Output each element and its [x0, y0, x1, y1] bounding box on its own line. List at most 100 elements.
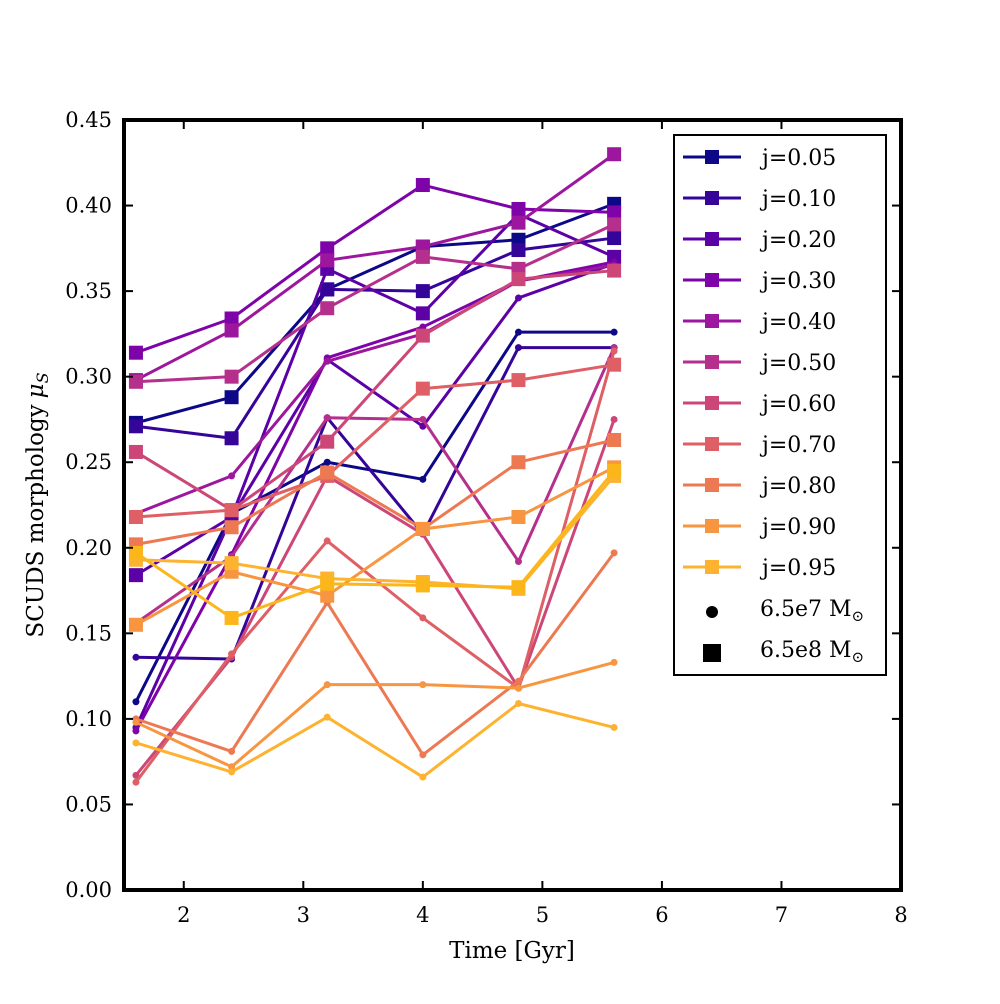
series-line-high-mass	[135, 202, 615, 425]
data-point-square	[511, 272, 526, 287]
data-point-circle	[514, 699, 522, 707]
data-point-square	[607, 147, 622, 162]
data-point-circle	[419, 751, 427, 759]
data-point-circle	[323, 357, 331, 365]
data-point-square	[607, 231, 622, 246]
series-line-low-mass	[134, 330, 615, 703]
data-point-square	[415, 578, 430, 593]
y-tick-label: 0.25	[65, 450, 112, 474]
data-point-circle	[132, 718, 140, 726]
data-point-square	[415, 521, 430, 536]
data-point-circle	[132, 653, 140, 661]
data-point-circle	[323, 681, 331, 689]
y-tick-label: 0.30	[65, 365, 112, 389]
data-point-circle	[610, 415, 618, 423]
series-layer	[128, 147, 622, 786]
data-point-circle	[610, 347, 618, 355]
legend-label: j=0.95	[759, 556, 836, 581]
legend-marker-square	[705, 560, 719, 574]
data-point-circle	[514, 677, 522, 685]
y-axis-label: SCUDS morphology μS	[23, 372, 52, 637]
series-line-high-mass	[135, 363, 615, 519]
data-point-circle	[514, 344, 522, 352]
data-point-square	[224, 520, 239, 535]
data-point-square	[320, 434, 335, 449]
data-point-square	[415, 249, 430, 264]
series-j=0.90	[128, 460, 622, 771]
data-point-square	[128, 444, 143, 459]
data-point-square	[128, 545, 143, 560]
series-line-high-mass	[135, 269, 615, 512]
legend-label: j=0.90	[759, 515, 836, 540]
data-point-square	[511, 455, 526, 470]
data-point-circle	[323, 713, 331, 721]
data-point-square	[607, 263, 622, 278]
x-tick-label: 3	[297, 903, 310, 927]
legend-marker-square	[705, 232, 719, 246]
data-point-circle	[419, 773, 427, 781]
data-point-square	[224, 610, 239, 625]
series-line-low-mass	[134, 262, 615, 729]
legend-marker-square	[705, 314, 719, 328]
data-point-circle	[419, 415, 427, 423]
x-tick-label: 7	[775, 903, 788, 927]
series-line-low-mass	[135, 346, 616, 625]
legend-label-text: 6.5e8 M	[760, 638, 852, 663]
data-point-circle	[132, 771, 140, 779]
data-point-square	[415, 328, 430, 343]
legend-label: j=0.70	[759, 433, 836, 458]
data-point-circle	[323, 458, 331, 466]
data-point-circle	[419, 681, 427, 689]
series-line-high-mass	[135, 153, 615, 382]
legend: j=0.05 j=0.10 j=0.20 j=0.30 j=0.40 j=0.50 j=0.…	[673, 134, 887, 676]
data-point-circle	[132, 778, 140, 786]
data-point-square	[511, 580, 526, 595]
data-point-square	[320, 576, 335, 591]
series-line-high-mass	[135, 466, 615, 627]
y-axis-label-subscript: S	[33, 372, 52, 383]
data-point-circle	[514, 328, 522, 336]
x-tick-label: 8	[894, 903, 907, 927]
series-line-high-mass	[135, 223, 615, 384]
data-point-circle	[323, 537, 331, 545]
plot-frame	[122, 118, 903, 892]
legend-marker-square	[705, 191, 719, 205]
data-point-square	[607, 217, 622, 232]
legend-marker-square	[705, 478, 719, 492]
data-point-circle	[514, 294, 522, 302]
data-point-circle	[228, 763, 236, 771]
data-point-circle	[419, 475, 427, 483]
data-point-square	[511, 509, 526, 524]
data-point-circle	[228, 472, 236, 480]
y-tick-label: 0.40	[65, 194, 112, 218]
data-point-square	[224, 323, 239, 338]
data-point-circle	[610, 549, 618, 557]
legend-label-text: 6.5e7 M	[760, 597, 852, 622]
legend-label-symbol: ⊙	[852, 607, 865, 625]
y-tick-label: 0.00	[65, 878, 112, 902]
data-point-square	[511, 215, 526, 230]
data-point-square	[607, 432, 622, 447]
data-point-square	[511, 201, 526, 216]
y-axis-label-text: SCUDS morphology	[23, 404, 49, 637]
data-point-square	[128, 509, 143, 524]
legend-label: 6.5e8 M⊙	[760, 638, 864, 666]
data-point-square	[511, 243, 526, 258]
legend-marker-square	[705, 396, 719, 410]
legend-marker-square	[705, 519, 719, 533]
legend-label: j=0.80	[759, 474, 836, 499]
y-tick-label: 0.15	[65, 621, 112, 645]
y-tick-label: 0.05	[65, 792, 112, 816]
x-tick-label: 6	[655, 903, 668, 927]
y-tick-label: 0.20	[65, 536, 112, 560]
x-axis-label: Time [Gyr]	[449, 938, 575, 964]
data-point-square	[320, 465, 335, 480]
data-point-square	[128, 617, 143, 632]
series-j=0.70	[128, 347, 622, 786]
legend-marker-square	[705, 437, 719, 451]
legend-label: j=0.30	[759, 269, 836, 294]
series-line-low-mass	[135, 346, 615, 661]
series-line-high-mass	[135, 469, 616, 620]
